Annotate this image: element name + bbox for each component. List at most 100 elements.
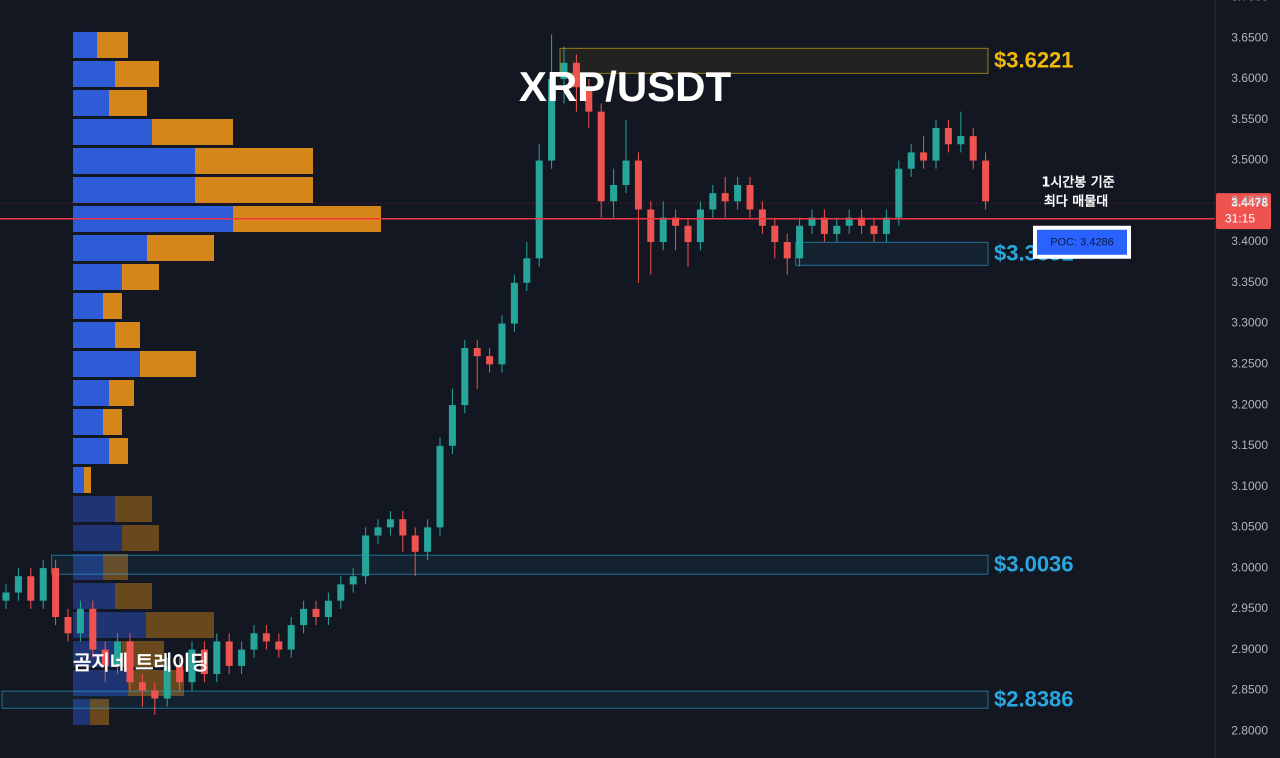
y-tick-label: 2.9500 (1231, 601, 1268, 615)
candle-body (424, 527, 432, 552)
profile-buy (73, 292, 103, 319)
zone-box (51, 554, 989, 575)
profile-sell (103, 292, 122, 319)
candle-body (535, 160, 543, 259)
y-tick-label: 2.8500 (1231, 683, 1268, 697)
candle-body (982, 160, 990, 202)
last-price-tag (1216, 193, 1271, 230)
candle-body (758, 209, 766, 226)
candle-body (188, 649, 196, 683)
zones: $3.6221$3.3851$3.0036$2.8386 (1, 47, 1074, 712)
y-tick-label: 3.0000 (1231, 560, 1268, 574)
candle-body (734, 185, 742, 202)
candle-body (200, 649, 208, 675)
profile-buy (73, 554, 103, 581)
zone-box (559, 47, 989, 74)
candle-body (932, 127, 940, 161)
profile-buy (73, 467, 84, 494)
candle-body (163, 665, 171, 699)
profile-buy (73, 118, 152, 145)
profile-buy (73, 147, 195, 174)
overlay: POC: 3.4286 3.4478 31:15 (0, 193, 1271, 259)
y-tick-label: 3.4500 (1231, 193, 1268, 207)
y-tick-label: 3.6500 (1231, 30, 1268, 44)
profile-buy (73, 31, 97, 58)
candle-body (213, 641, 221, 675)
candle-body (858, 217, 866, 226)
profile-sell (109, 89, 147, 116)
profile-buy (73, 583, 115, 610)
profile-buy (73, 89, 109, 116)
candle-body (870, 225, 878, 234)
profile-sell (109, 380, 134, 407)
candle-body (920, 152, 928, 161)
profile-buy (73, 234, 147, 261)
candle-body (287, 625, 295, 650)
profile-sell (147, 234, 214, 261)
profile-buy (73, 380, 109, 407)
y-tick-label: 3.7000 (1231, 0, 1268, 4)
countdown: 31:15 (1225, 211, 1255, 225)
candle-body (486, 356, 494, 365)
candle-body (944, 127, 952, 145)
y-tick-label: 3.3500 (1231, 275, 1268, 289)
y-tick-label: 3.3000 (1231, 316, 1268, 330)
profile-sell (122, 263, 159, 290)
candle-body (374, 527, 382, 536)
candle-body (882, 217, 890, 234)
profile-sell (152, 118, 233, 145)
candle-body (300, 608, 308, 626)
candle-body (399, 519, 407, 536)
candle-body (684, 225, 692, 243)
candle-body (510, 282, 518, 324)
profile-buy (73, 612, 146, 639)
profile-sell (84, 467, 91, 494)
candle-body (622, 160, 630, 186)
annotation: 1시간봉 기준 (1041, 175, 1114, 191)
profile-buy (73, 176, 195, 203)
y-tick-label: 3.0500 (1231, 520, 1268, 534)
candle-body (324, 600, 332, 617)
candle-body (833, 225, 841, 234)
candle-body (2, 592, 10, 601)
profile-sell (90, 699, 109, 726)
candle-body (721, 193, 729, 202)
profile-buy (73, 438, 109, 465)
profile-sell (103, 554, 128, 581)
candle-body (337, 584, 345, 601)
profile-sell (195, 147, 313, 174)
profile-buy (73, 496, 115, 523)
candle-body (659, 217, 667, 243)
candle-body (969, 136, 977, 161)
zone-box (795, 241, 989, 266)
candle-body (52, 568, 60, 617)
y-tick-label: 2.9000 (1231, 642, 1268, 656)
candle-body (498, 323, 506, 365)
candle-body (895, 168, 903, 218)
candle-body (610, 185, 618, 202)
candle-body (64, 616, 72, 634)
profile-sell (115, 496, 152, 523)
candle-body (796, 225, 804, 259)
candle-body (238, 649, 246, 666)
candle-body (771, 225, 779, 243)
candle-body (275, 641, 283, 650)
candle-body (448, 405, 456, 446)
profile-sell (115, 321, 140, 348)
profile-buy (73, 409, 103, 436)
candle-body (709, 193, 717, 210)
candle-body (349, 576, 357, 585)
y-tick-label: 3.2000 (1231, 397, 1268, 411)
profile-buy (73, 321, 115, 348)
chart-title: XRP/USDT (519, 63, 732, 110)
candle-body (114, 641, 122, 666)
zone-label: $3.0036 (994, 552, 1074, 577)
candle-body (250, 633, 258, 650)
profile-sell (115, 583, 152, 610)
candle-body (523, 258, 531, 283)
candle-body (14, 576, 22, 593)
annotation: 최다 매물대 (1044, 194, 1108, 210)
last-price-label: 3.4478 (1231, 195, 1268, 209)
candle-body (647, 209, 655, 243)
candle-body (101, 649, 109, 666)
